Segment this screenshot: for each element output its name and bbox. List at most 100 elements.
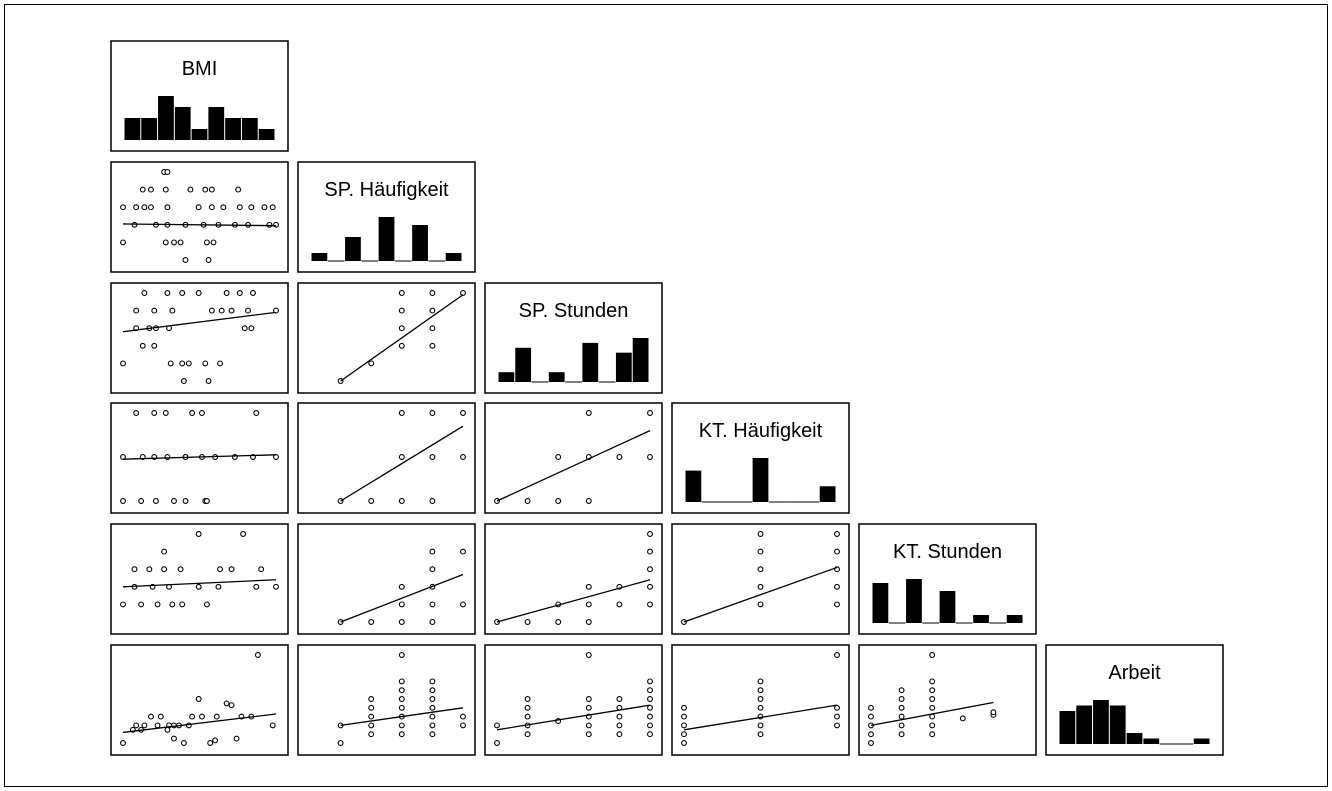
data-point <box>208 307 215 314</box>
data-point <box>205 257 212 263</box>
data-point <box>131 221 138 228</box>
data-point <box>647 531 653 537</box>
data-point <box>223 700 230 707</box>
data-point <box>429 548 436 555</box>
data-point <box>585 498 592 504</box>
data-point <box>253 583 260 590</box>
data-point <box>179 601 186 608</box>
data-point <box>868 713 874 720</box>
data-point <box>647 583 653 590</box>
data-point <box>616 696 623 702</box>
data-point <box>929 678 936 685</box>
data-point <box>368 731 375 738</box>
histogram-bar <box>615 352 632 382</box>
data-point <box>647 704 653 711</box>
data-point <box>273 221 279 228</box>
data-point <box>929 687 936 694</box>
data-point <box>141 204 148 211</box>
data-point <box>368 696 375 702</box>
data-point <box>171 498 177 504</box>
data-point <box>494 740 500 746</box>
data-point <box>217 566 224 573</box>
data-point <box>585 731 592 738</box>
data-point <box>524 731 531 738</box>
cell-border <box>297 282 476 394</box>
data-point <box>368 722 375 729</box>
histogram-cell: Arbeit <box>1045 644 1224 756</box>
scatter-cell <box>671 644 850 756</box>
data-point <box>154 722 161 729</box>
histogram-bar <box>378 217 395 261</box>
data-point <box>266 221 273 228</box>
fit-line <box>122 223 277 227</box>
data-point <box>757 601 764 608</box>
data-point <box>429 410 436 416</box>
data-point <box>929 696 936 702</box>
histogram-bar <box>1076 705 1093 744</box>
histogram-bar <box>1059 711 1076 744</box>
histogram-bar <box>1093 700 1109 744</box>
data-point <box>368 713 375 720</box>
histogram-bar <box>311 253 328 261</box>
histogram-bar <box>632 338 649 382</box>
data-point <box>236 290 243 296</box>
data-point <box>398 454 405 460</box>
data-point <box>398 307 405 314</box>
scatter-cell <box>297 523 476 635</box>
cell-border <box>484 523 663 635</box>
data-point <box>429 678 436 685</box>
data-point <box>162 239 169 246</box>
variable-label: SP. Stunden <box>519 300 629 322</box>
histogram-bar <box>548 372 565 382</box>
fit-line <box>340 425 464 502</box>
data-point <box>157 713 164 720</box>
data-point <box>177 566 184 573</box>
data-point <box>133 722 140 729</box>
data-point <box>202 186 209 193</box>
data-point <box>131 566 138 573</box>
variable-label: KT. Stunden <box>893 541 1002 563</box>
data-point <box>929 704 936 711</box>
data-point <box>524 696 531 702</box>
cell-border <box>110 161 289 273</box>
data-point <box>151 307 158 314</box>
scatter-cell <box>110 644 289 756</box>
data-point <box>398 704 405 711</box>
data-point <box>898 713 905 720</box>
data-point <box>148 204 154 211</box>
data-point <box>681 713 687 720</box>
data-point <box>898 687 905 694</box>
data-point <box>245 307 251 314</box>
data-point <box>585 696 592 702</box>
data-point <box>898 722 905 729</box>
data-point <box>429 704 436 711</box>
data-point <box>139 186 146 193</box>
data-point <box>429 687 436 694</box>
data-point <box>757 731 764 738</box>
data-point <box>164 290 171 296</box>
data-point <box>368 498 375 504</box>
data-point <box>524 619 531 625</box>
data-point <box>133 410 140 416</box>
data-point <box>647 687 653 694</box>
data-point <box>647 722 653 729</box>
data-point <box>205 378 212 384</box>
scatter-cell <box>297 644 476 756</box>
histogram-bar <box>174 107 191 140</box>
data-point <box>398 498 405 504</box>
data-point <box>220 204 227 211</box>
data-point <box>616 722 623 729</box>
data-point <box>585 619 592 625</box>
data-point <box>120 239 126 246</box>
fit-line <box>340 294 464 382</box>
data-point <box>460 454 466 460</box>
data-point <box>228 307 235 314</box>
data-point <box>189 713 196 720</box>
data-point <box>868 740 874 746</box>
data-point <box>218 307 225 314</box>
data-point <box>834 652 840 658</box>
data-point <box>152 498 159 504</box>
scatter-cell <box>484 523 663 635</box>
histogram-bar <box>1006 615 1023 623</box>
histogram-cell: KT. Stunden <box>858 523 1037 635</box>
